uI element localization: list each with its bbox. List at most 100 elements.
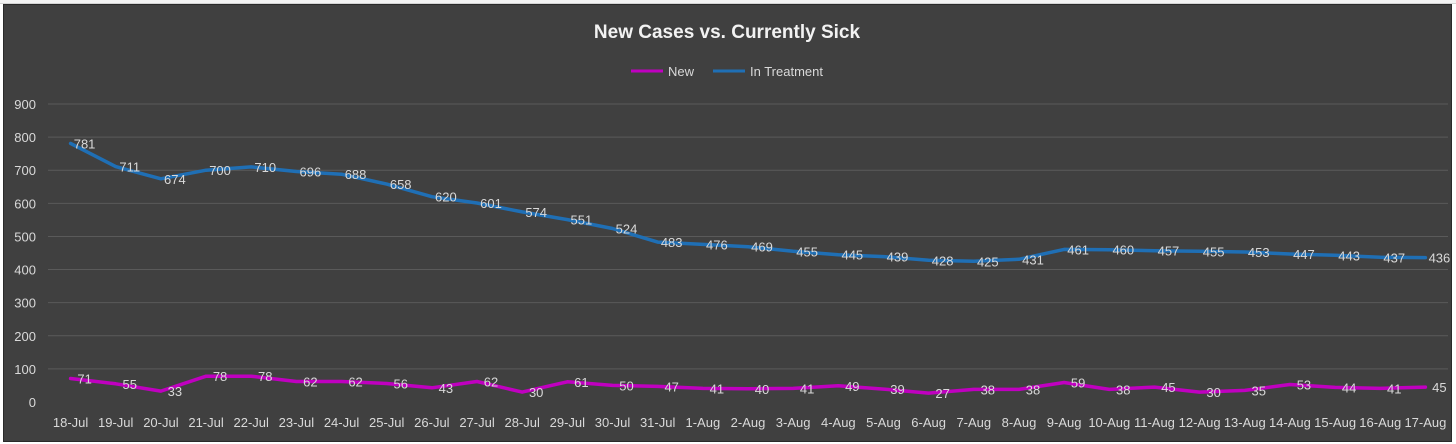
data-label: 30	[529, 385, 543, 400]
legend-label-in-treatment: In Treatment	[750, 64, 823, 79]
x-tick-label: 2-Aug	[731, 415, 766, 430]
data-label: 50	[619, 378, 633, 393]
x-tick-label: 17-Aug	[1404, 415, 1446, 430]
x-tick-label: 31-Jul	[640, 415, 676, 430]
data-label: 574	[525, 205, 547, 220]
data-label: 55	[123, 377, 137, 392]
x-tick-label: 8-Aug	[1002, 415, 1037, 430]
y-tick-label: 800	[14, 130, 36, 145]
x-tick-label: 28-Jul	[504, 415, 540, 430]
x-tick-label: 19-Jul	[98, 415, 134, 430]
x-tick-label: 20-Jul	[143, 415, 179, 430]
x-tick-label: 7-Aug	[956, 415, 991, 430]
data-label: 40	[755, 382, 769, 397]
legend-label-new: New	[668, 64, 695, 79]
data-label: 447	[1293, 247, 1315, 262]
x-tick-label: 4-Aug	[821, 415, 856, 430]
data-label: 47	[664, 379, 678, 394]
data-label: 38	[1116, 382, 1130, 397]
data-label: 455	[1203, 244, 1225, 259]
data-label: 35	[1252, 383, 1266, 398]
x-tick-label: 12-Aug	[1179, 415, 1221, 430]
data-label: 445	[841, 248, 863, 263]
x-tick-label: 3-Aug	[776, 415, 811, 430]
x-tick-label: 27-Jul	[459, 415, 495, 430]
x-tick-label: 6-Aug	[911, 415, 946, 430]
data-label: 439	[887, 250, 909, 265]
data-label: 711	[119, 160, 140, 175]
data-label: 62	[348, 374, 362, 389]
series-lines	[68, 141, 1428, 395]
y-tick-label: 200	[14, 329, 36, 344]
data-label: 38	[981, 382, 995, 397]
data-label: 43	[439, 381, 453, 396]
x-tick-label: 18-Jul	[53, 415, 89, 430]
data-label: 27	[935, 386, 949, 401]
data-label: 460	[1112, 243, 1134, 258]
data-label: 688	[345, 167, 367, 182]
gridlines	[48, 103, 1448, 370]
x-tick-label: 14-Aug	[1269, 415, 1311, 430]
data-label: 45	[1161, 380, 1175, 395]
data-label: 710	[254, 160, 276, 175]
data-label: 658	[390, 177, 412, 192]
x-tick-label: 13-Aug	[1224, 415, 1266, 430]
x-tick-label: 21-Jul	[188, 415, 224, 430]
data-label: 78	[213, 369, 227, 384]
data-label: 78	[258, 369, 272, 384]
data-label: 38	[1026, 382, 1040, 397]
data-label: 71	[77, 371, 91, 386]
y-axis-ticks: 0 100 200 300 400 500 600 700 800 900	[14, 97, 36, 410]
spreadsheet-grid-strip	[0, 0, 1456, 4]
data-label: 44	[1342, 380, 1356, 395]
data-label: 457	[1158, 244, 1180, 259]
data-label: 455	[796, 244, 818, 259]
data-label: 453	[1248, 245, 1270, 260]
data-label: 53	[1297, 377, 1311, 392]
data-label: 56	[393, 376, 407, 391]
x-tick-label: 10-Aug	[1088, 415, 1130, 430]
data-label: 41	[800, 381, 814, 396]
data-label: 428	[932, 253, 954, 268]
data-label: 62	[484, 374, 498, 389]
legend[interactable]: New In Treatment	[631, 64, 823, 79]
data-label: 41	[1387, 381, 1401, 396]
x-tick-label: 5-Aug	[866, 415, 901, 430]
data-label: 483	[661, 235, 683, 250]
x-tick-label: 24-Jul	[324, 415, 360, 430]
y-tick-label: 100	[14, 362, 36, 377]
y-tick-label: 700	[14, 163, 36, 178]
data-label: 696	[300, 165, 322, 180]
data-label: 425	[977, 254, 999, 269]
data-label: 551	[571, 213, 593, 228]
y-tick-label: 500	[14, 229, 36, 244]
x-tick-label: 26-Jul	[414, 415, 450, 430]
data-label: 39	[890, 382, 904, 397]
data-label: 431	[1022, 252, 1044, 267]
data-label: 30	[1206, 385, 1220, 400]
data-label: 436	[1429, 251, 1451, 266]
y-tick-label: 0	[29, 395, 36, 410]
data-label: 33	[168, 384, 182, 399]
data-label: 620	[435, 190, 457, 205]
data-label: 674	[164, 172, 186, 187]
data-label: 461	[1067, 242, 1089, 257]
y-tick-label: 400	[14, 263, 36, 278]
data-label: 62	[303, 374, 317, 389]
x-tick-label: 1-Aug	[685, 415, 720, 430]
x-tick-label: 16-Aug	[1359, 415, 1401, 430]
series-line-new[interactable]	[68, 374, 1428, 395]
data-label: 476	[706, 237, 728, 252]
data-label: 437	[1383, 250, 1405, 265]
data-label: 469	[751, 240, 773, 255]
x-tick-label: 29-Jul	[550, 415, 586, 430]
data-label: 524	[616, 221, 638, 236]
series-line-in-treatment[interactable]	[68, 141, 1428, 264]
data-label: 49	[845, 379, 859, 394]
data-label: 601	[480, 196, 502, 211]
x-tick-label: 9-Aug	[1047, 415, 1082, 430]
data-label: 781	[74, 136, 96, 151]
x-tick-label: 22-Jul	[234, 415, 270, 430]
data-label: 443	[1338, 248, 1360, 263]
x-tick-label: 23-Jul	[279, 415, 315, 430]
